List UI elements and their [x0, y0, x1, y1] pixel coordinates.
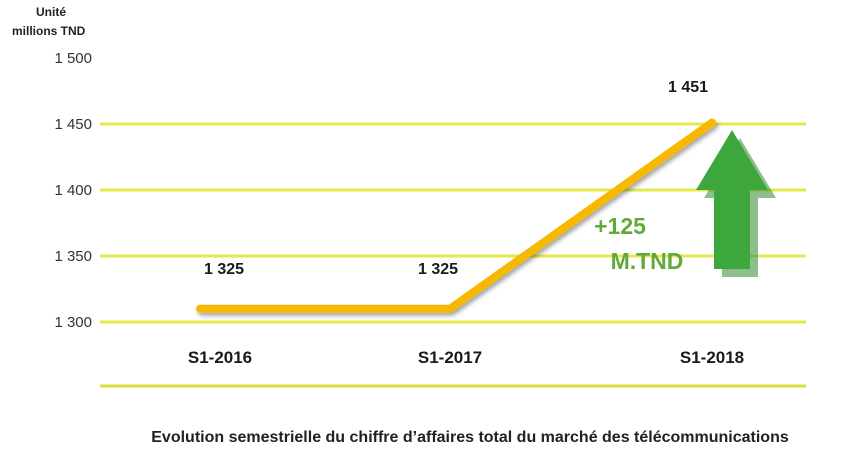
increase-annotation: +125 — [594, 213, 646, 239]
y-unit-label-2: millions TND — [12, 24, 86, 38]
y-unit-label: Unité — [36, 5, 66, 19]
x-axis-ticks: S1-2016 S1-2017 S1-2018 — [188, 348, 744, 367]
data-label: 1 325 — [418, 261, 458, 278]
x-tick-label: S1-2016 — [188, 348, 252, 367]
up-arrow-icon — [696, 130, 776, 277]
y-tick-label: 1 350 — [54, 248, 92, 265]
data-labels: 1 325 1 325 1 451 — [204, 79, 708, 278]
series-line — [196, 118, 716, 313]
data-label: 1 325 — [204, 261, 244, 278]
data-label: 1 451 — [668, 79, 708, 96]
x-tick-label: S1-2017 — [418, 348, 482, 367]
y-tick-label: 1 400 — [54, 182, 92, 199]
gridlines — [100, 122, 806, 324]
y-axis-ticks: 1 300 1 350 1 400 1 450 1 500 — [54, 50, 92, 331]
y-tick-label: 1 450 — [54, 116, 92, 133]
x-tick-label: S1-2018 — [680, 348, 744, 367]
y-tick-label: 1 300 — [54, 314, 92, 331]
chart-caption: Evolution semestrielle du chiffre d’affa… — [151, 429, 789, 446]
increase-annotation-unit: M.TND — [611, 248, 684, 274]
y-tick-label: 1 500 — [54, 50, 92, 67]
